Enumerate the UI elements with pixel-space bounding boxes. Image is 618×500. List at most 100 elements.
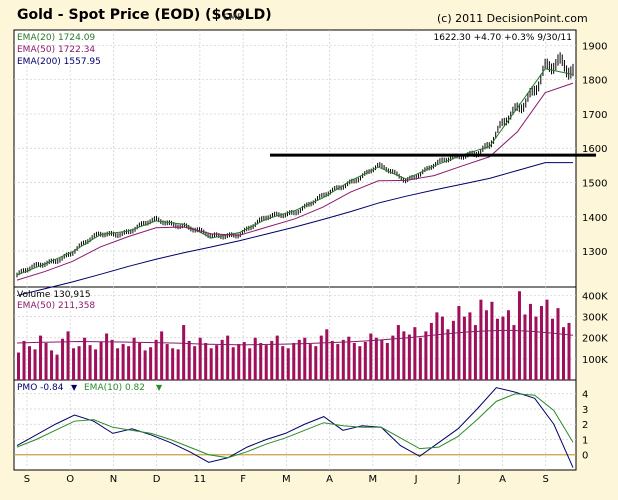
volume-bar (248, 348, 252, 380)
volume-tick-label: 300K (582, 313, 608, 324)
volume-bar (341, 339, 345, 380)
volume-bar (517, 291, 521, 380)
volume-bar (176, 349, 180, 380)
volume-bar (446, 329, 450, 380)
x-tick-label: S (543, 474, 549, 485)
volume-bar (495, 318, 499, 380)
volume-bar (215, 345, 219, 380)
volume-bar (149, 347, 153, 380)
volume-bar (242, 341, 246, 380)
volume-bar (396, 325, 400, 380)
volume-bar (413, 327, 417, 380)
volume-bar (484, 310, 488, 380)
volume-bar (88, 345, 92, 380)
volume-bar (292, 343, 296, 380)
volume-bar (418, 337, 422, 380)
volume-bar (99, 341, 103, 380)
volume-tick-label: 100K (582, 355, 608, 366)
volume-bar (77, 346, 81, 380)
pmo-line (16, 387, 574, 468)
volume-bar (407, 334, 411, 380)
volume-bar (259, 343, 263, 380)
volume-bar (556, 308, 560, 380)
x-tick-label: M (282, 474, 291, 485)
volume-ema-legend: EMA(50) 211,358 (17, 301, 95, 311)
volume-bar (550, 318, 555, 380)
volume-bar (314, 346, 318, 380)
x-tick-label: D (153, 474, 161, 485)
x-tick-label: A (326, 474, 333, 485)
volume-bar (352, 343, 356, 380)
pmo-signal-line (16, 393, 574, 459)
volume-bar (33, 349, 37, 380)
volume-bar (347, 336, 351, 380)
volume-bar (270, 340, 274, 380)
volume-bar (165, 344, 169, 380)
volume-bar (501, 316, 505, 380)
volume-bar (193, 346, 197, 380)
x-tick-label: J (457, 474, 461, 485)
volume-bar (61, 338, 65, 380)
volume-bar (187, 340, 191, 380)
volume-tick-label: 200K (582, 334, 608, 345)
volume-bar (457, 306, 461, 380)
pmo-tick-label: 1 (582, 435, 588, 446)
chart-title: Gold - Spot Price (EOD) ($GOLD) (17, 7, 272, 23)
volume-bar (506, 310, 510, 380)
volume-bar (28, 346, 32, 380)
volume-bar (66, 331, 70, 380)
volume-bar (209, 348, 213, 380)
volume-bar (308, 344, 312, 380)
volume-bar (127, 346, 131, 380)
volume-bar (110, 339, 114, 380)
volume-bar (116, 348, 120, 380)
pmo-tick-label: 2 (582, 420, 588, 431)
volume-bar (479, 299, 483, 380)
volume-bar (369, 333, 373, 380)
pmo-down-arrow: ▼ (71, 383, 78, 392)
copyright-label: (c) 2011 DecisionPoint.com (437, 12, 588, 25)
volume-tick-label: 400K (582, 291, 608, 302)
price-tick-label: 1700 (582, 110, 607, 121)
volume-bar (325, 329, 329, 380)
volume-bar (220, 339, 224, 380)
volume-bar (435, 312, 439, 380)
volume-bar (462, 316, 466, 380)
volume-legend: Volume 130,915 (17, 290, 91, 300)
volume-bar (330, 340, 334, 380)
volume-bar (424, 331, 428, 380)
volume-bar (132, 337, 136, 380)
volume-bar (473, 325, 477, 380)
pmo-tick-label: 4 (582, 390, 588, 401)
price-tick-label: 1900 (582, 41, 607, 52)
price-readout: 1622.30 +4.70 +0.3% 9/30/11 (434, 33, 572, 43)
x-tick-label: S (24, 474, 30, 485)
volume-bar (561, 327, 566, 380)
x-tick-label: A (499, 474, 506, 485)
price-tick-label: 1500 (582, 178, 607, 189)
volume-bar (121, 344, 125, 380)
volume-bar (182, 325, 186, 380)
exchange-label: CME (223, 13, 243, 23)
volume-bar (363, 341, 367, 380)
ema200-line (16, 162, 573, 297)
volume-bar (534, 316, 538, 380)
volume-bar (391, 335, 395, 380)
volume-bar (286, 348, 290, 380)
pmo-legend: PMO -0.84 (17, 383, 64, 393)
volume-bar (512, 325, 516, 380)
volume-bar (303, 337, 307, 380)
price-tick-label: 1800 (582, 76, 607, 87)
x-tick-label: O (66, 474, 74, 485)
volume-bar (237, 344, 241, 380)
volume-bar (490, 301, 494, 380)
volume-bar (198, 337, 202, 380)
volume-bar (171, 348, 175, 380)
volume-bar (226, 335, 230, 380)
pmo-ema-down-arrow: ▼ (156, 383, 163, 392)
volume-bar (72, 348, 76, 380)
x-tick-label: 11 (194, 474, 207, 485)
volume-bar (275, 335, 279, 380)
volume-bar (358, 346, 362, 380)
